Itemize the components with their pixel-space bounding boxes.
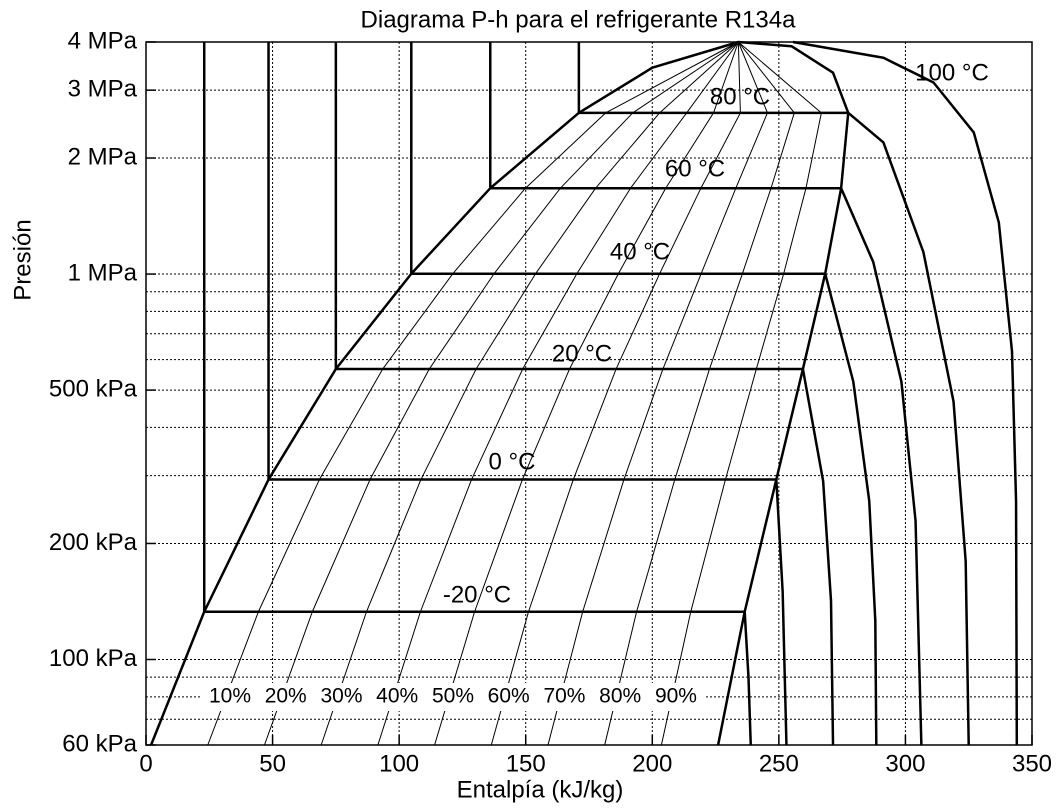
x-tick-label: 0 — [139, 750, 152, 777]
x-tick-label: 150 — [506, 750, 546, 777]
quality-label-bg — [201, 683, 260, 711]
x-tick-label: 50 — [259, 750, 286, 777]
quality-label: 30% — [320, 685, 362, 708]
isotherm-line — [792, 40, 1019, 746]
quality-line — [434, 41, 739, 746]
isotherm-label: 100 °C — [915, 59, 989, 86]
quality-line — [207, 41, 739, 746]
isotherm-label: 60 °C — [665, 155, 725, 182]
quality-line — [660, 41, 822, 746]
isotherm-line — [267, 42, 788, 746]
quality-label: 50% — [432, 685, 474, 708]
quality-line — [320, 41, 739, 746]
y-tick-label: 1 MPa — [68, 259, 138, 286]
y-tick-label: 500 kPa — [49, 375, 138, 402]
quality-line — [604, 41, 795, 746]
isotherm-line — [334, 42, 835, 746]
quality-label: 60% — [488, 685, 530, 708]
x-tick-label: 250 — [759, 750, 799, 777]
quality-line — [547, 41, 768, 746]
quality-line — [264, 41, 739, 746]
isotherm-label: -20 °C — [443, 581, 511, 608]
quality-label-bg — [256, 683, 315, 711]
x-tick-label: 200 — [632, 750, 672, 777]
quality-label: 70% — [543, 685, 585, 708]
quality-label-bg — [591, 683, 650, 711]
y-tick-label: 100 kPa — [49, 645, 138, 672]
isotherm-line — [577, 42, 970, 746]
saturation-dome — [149, 40, 850, 746]
y-tick-label: 60 kPa — [62, 730, 137, 757]
quality-label: 80% — [599, 685, 641, 708]
quality-label: 90% — [655, 685, 697, 708]
quality-label: 40% — [376, 685, 418, 708]
isotherm-label: 20 °C — [552, 340, 612, 367]
quality-label-bg — [312, 683, 371, 711]
quality-label-bg — [479, 683, 538, 711]
quality-label-bg — [535, 683, 594, 711]
x-tick-label: 300 — [885, 750, 925, 777]
isotherm-label: 80 °C — [710, 83, 770, 110]
x-tick-label: 350 — [1012, 750, 1052, 777]
quality-line — [377, 41, 739, 746]
quality-label: 10% — [209, 685, 251, 708]
quality-label-bg — [646, 683, 705, 711]
plot-frame — [145, 41, 1033, 746]
quality-label-bg — [368, 683, 427, 711]
isotherm-label: 40 °C — [610, 238, 670, 265]
isotherm-label: 0 °C — [489, 448, 536, 475]
isotherm-line — [202, 42, 753, 746]
y-tick-label: 200 kPa — [49, 529, 138, 556]
quality-label: 20% — [265, 685, 307, 708]
quality-label-bg — [423, 683, 482, 711]
y-tick-label: 3 MPa — [68, 75, 138, 102]
x-tick-label: 100 — [379, 750, 419, 777]
y-tick-label: 2 MPa — [68, 143, 138, 170]
x-axis-label: Entalpía (kJ/kg) — [457, 776, 624, 803]
isotherm-line — [489, 42, 923, 746]
quality-line — [490, 41, 741, 746]
chart-title: Diagrama P-h para el refrigerante R134a — [361, 6, 797, 33]
y-axis-label: Presión — [9, 219, 36, 300]
y-tick-label: 4 MPa — [68, 27, 138, 54]
